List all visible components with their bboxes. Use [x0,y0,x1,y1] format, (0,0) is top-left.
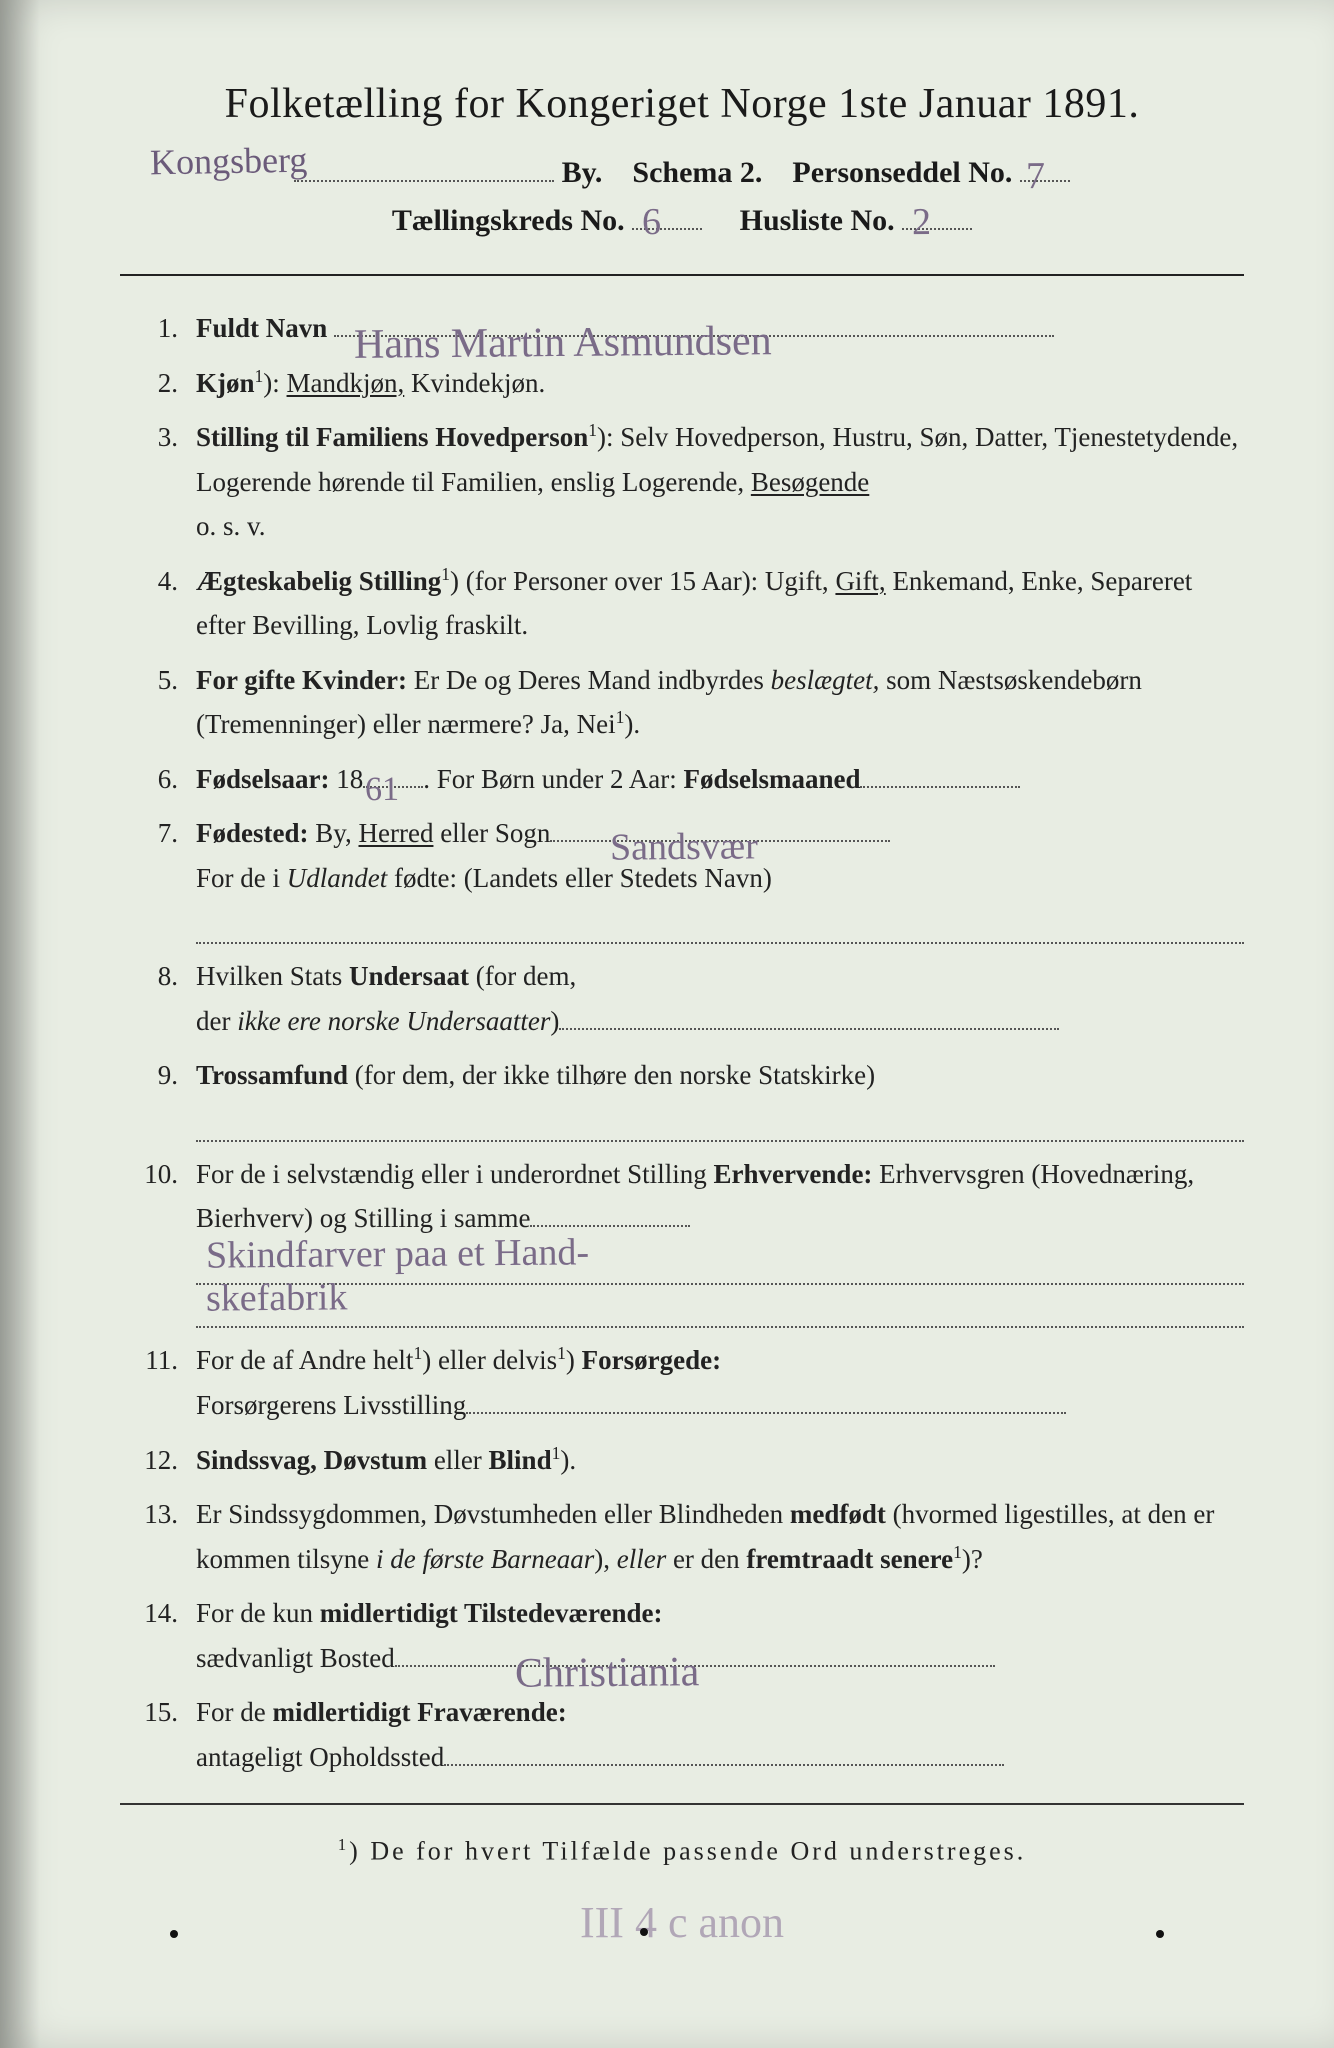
item-8: 8. Hvilken Stats Undersaat (for dem, der… [140,954,1244,1043]
personseddel-hw: 7 [1026,154,1045,198]
item-7: 7. Fødested: By, Herred eller SognSandsv… [140,811,1244,944]
husliste-hw: 2 [912,200,931,244]
item-15: 15. For de midlertidigt Fraværende: anta… [140,1690,1244,1779]
birthyear-hw: 61 [365,762,399,818]
by-label: By. [562,156,603,189]
kreds-label: Tællingskreds No. [392,204,625,237]
ink-spot [170,1930,178,1938]
occupation-hw-2: skefabrik [206,1266,348,1330]
item-14: 14. For de kun midlertidigt Tilstedevære… [140,1591,1244,1680]
bottom-handwritten: III 4 c anon [120,1897,1244,1948]
item-4: 4. Ægteskabelig Stilling1) (for Personer… [140,559,1244,648]
by-handwritten: Kongsberg [150,139,308,184]
census-form-page: Folketælling for Kongeriget Norge 1ste J… [0,0,1334,2048]
item-1: 1. Fuldt Navn Hans Martin Asmundsen [140,306,1244,351]
header-line-2: Tællingskreds No. 6 Husliste No. 2 [120,204,1244,238]
schema-label: Schema 2. [632,156,762,189]
divider-top [120,274,1244,276]
item-5: 5. For gifte Kvinder: Er De og Deres Man… [140,658,1244,747]
ink-spot [640,1928,648,1936]
item-11: 11. For de af Andre helt1) eller delvis1… [140,1338,1244,1427]
item-6: 6. Fødselsaar: 1861. For Børn under 2 Aa… [140,757,1244,802]
item-12: 12. Sindssvag, Døvstum eller Blind1). [140,1438,1244,1483]
header-line-1: Kongsberg By. Schema 2. Personseddel No.… [120,156,1244,190]
form-items: 1. Fuldt Navn Hans Martin Asmundsen 2. K… [120,306,1244,1779]
item-2: 2. Kjøn1): Mandkjøn, Kvindekjøn. [140,361,1244,406]
item-10: 10. For de i selvstændig eller i underor… [140,1152,1244,1329]
kreds-hw: 6 [642,200,661,244]
item-3: 3. Stilling til Familiens Hovedperson1):… [140,415,1244,549]
husliste-label: Husliste No. [740,204,895,237]
footnote: 1) De for hvert Tilfælde passende Ord un… [120,1835,1244,1867]
item-9: 9. Trossamfund (for dem, der ikke tilhør… [140,1053,1244,1141]
page-title: Folketælling for Kongeriget Norge 1ste J… [120,80,1244,128]
ink-spot [1156,1930,1164,1938]
divider-bottom [120,1803,1244,1805]
item-13: 13. Er Sindssygdommen, Døvstumheden elle… [140,1492,1244,1581]
birthplace-hw: Sandsvær [610,816,758,880]
personseddel-label: Personseddel No. [792,156,1012,189]
